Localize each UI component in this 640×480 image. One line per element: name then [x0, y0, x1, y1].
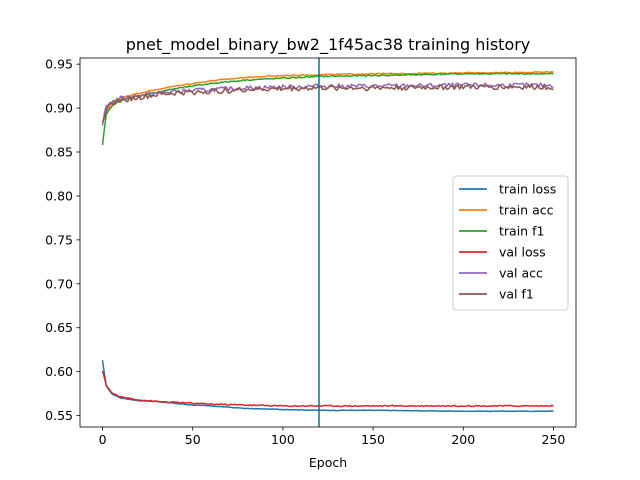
y-tick-label: 0.55 [45, 408, 73, 423]
legend-entry-label: train loss [499, 182, 556, 197]
y-tick-label: 0.70 [45, 276, 73, 291]
y-tick-label: 0.75 [45, 232, 73, 247]
y-tick-label: 0.65 [45, 320, 73, 335]
x-axis-label: Epoch [309, 455, 347, 470]
series-line-train-acc [101, 70, 554, 125]
legend-entry-label: val f1 [499, 287, 534, 302]
chart-title: pnet_model_binary_bw2_1f45ac38 training … [126, 35, 531, 55]
series-line-train-loss [101, 360, 554, 413]
legend: train loss train acc train f1 val loss val a… [452, 175, 569, 311]
y-tick-label: 0.85 [45, 145, 73, 160]
legend-entry-label: val loss [499, 245, 546, 260]
x-tick-label: 200 [451, 432, 475, 447]
y-tick-label: 0.80 [45, 188, 73, 203]
x-tick-label: 150 [361, 432, 385, 447]
plot-frame [79, 57, 577, 428]
y-axis: 0.55 0.60 0.65 0.70 0.75 0.80 0.85 0.90 0.95 [45, 57, 80, 423]
y-tick-label: 0.95 [45, 57, 73, 72]
series-line-train-f1 [101, 72, 554, 146]
legend-entry-label: train acc [499, 203, 554, 218]
x-tick-label: 50 [185, 432, 201, 447]
legend-entry-label: val acc [499, 266, 543, 281]
legend-entry-label: train f1 [499, 224, 544, 239]
x-tick-label: 100 [271, 432, 295, 447]
x-tick-label: 0 [99, 432, 107, 447]
series-line-val-loss [101, 370, 554, 408]
x-tick-label: 250 [542, 432, 566, 447]
y-tick-label: 0.60 [45, 364, 73, 379]
y-tick-label: 0.90 [45, 101, 73, 116]
series-line-val-f1 [101, 83, 554, 123]
x-axis: 0 50 100 150 200 250 [99, 427, 566, 447]
plot-area [79, 57, 577, 428]
